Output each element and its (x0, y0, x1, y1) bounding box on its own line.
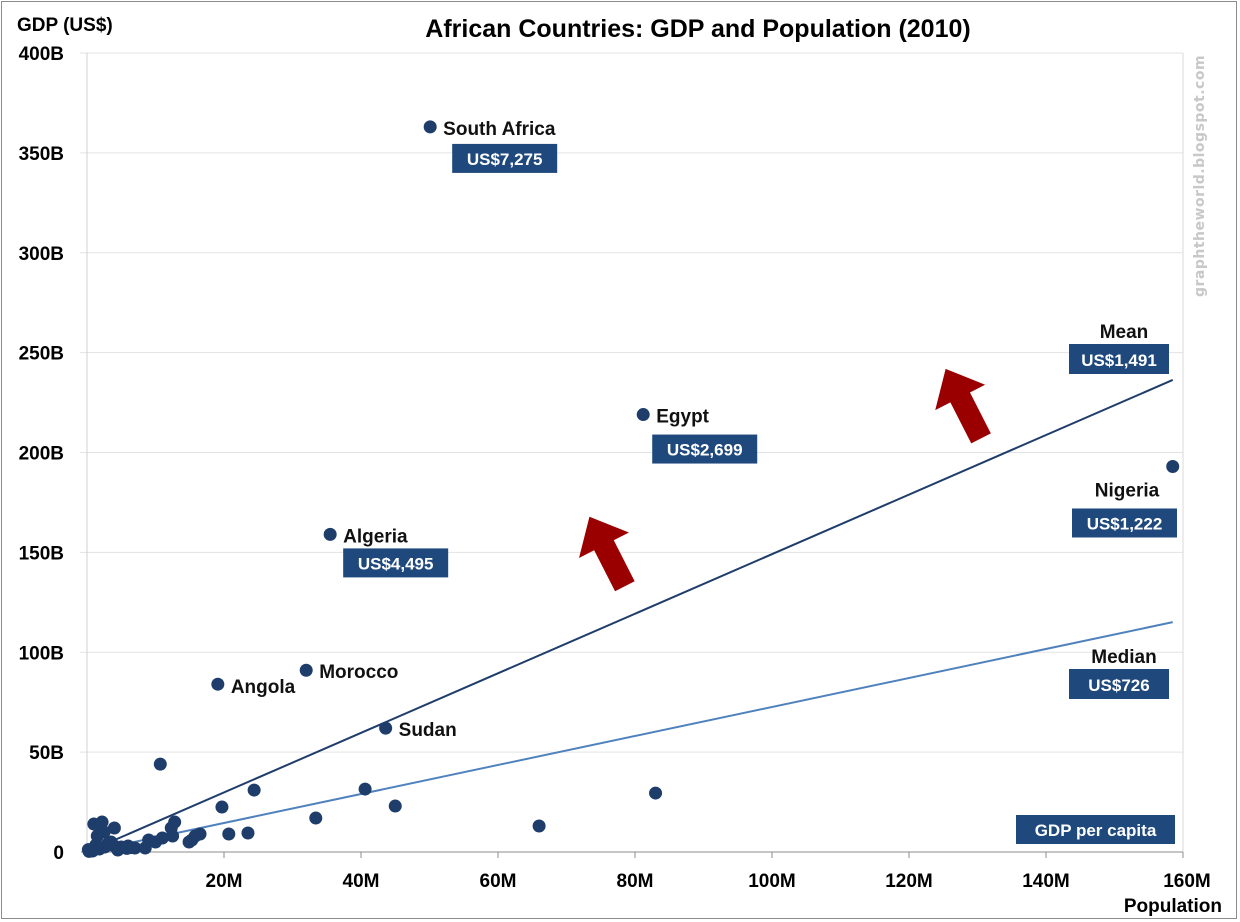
median-value-text: US$726 (1088, 676, 1149, 695)
data-point (81, 843, 95, 857)
data-point (215, 800, 229, 814)
median-value-box (1069, 669, 1169, 699)
point-label-angola: Angola (231, 677, 296, 698)
y-tick-label: 50B (29, 743, 64, 764)
x-tick-label: 40M (343, 871, 380, 892)
gdp-per-capita-box-algeria (343, 548, 449, 578)
legend-box: GDP per capita (1016, 815, 1175, 844)
point-label-algeria: Algeria (343, 526, 408, 547)
gdp-per-capita-text-egypt: US$2,699 (667, 441, 743, 460)
data-point (388, 799, 402, 813)
data-point (222, 827, 236, 841)
x-tick-labels: 20M 40M 60M 80M 100M 120M 140M 160M (206, 871, 1211, 892)
x-tick-label: 60M (480, 871, 517, 892)
gdp-per-capita-box-south-africa (452, 143, 558, 173)
data-point (193, 827, 207, 841)
reference-lines: Mean US$1,491 Median US$726 (86, 322, 1174, 853)
y-axis-title: GDP (US$) (17, 15, 113, 36)
x-tick-label: 120M (885, 871, 933, 892)
point-label-nigeria: Nigeria (1095, 480, 1160, 501)
mean-value-box (1069, 344, 1169, 374)
chart-title: African Countries: GDP and Population (2… (425, 15, 970, 43)
point-label-south-africa: South Africa (443, 119, 556, 140)
data-point (104, 835, 118, 849)
data-point (107, 821, 121, 835)
data-point (95, 815, 109, 829)
data-point (166, 829, 180, 843)
x-tick-label: 100M (748, 871, 796, 892)
legend-box-background (1016, 815, 1175, 844)
data-point-nigeria (1166, 459, 1180, 473)
y-tick-label: 200B (19, 444, 64, 465)
data-point-sudan (379, 721, 393, 735)
point-label-morocco: Morocco (319, 662, 398, 683)
x-tick-label: 140M (1022, 871, 1070, 892)
data-points (81, 120, 1180, 858)
x-tick-label: 80M (617, 871, 654, 892)
x-tick-label: 160M (1163, 871, 1211, 892)
data-point-algeria (323, 527, 337, 541)
mean-label: Mean (1100, 322, 1149, 343)
gdp-per-capita-box-nigeria (1072, 508, 1177, 538)
data-point (182, 835, 196, 849)
x-tick-label: 20M (206, 871, 243, 892)
x-axis-title: Population (1124, 896, 1222, 917)
y-tick-label: 350B (19, 144, 64, 165)
data-point (247, 783, 261, 797)
point-labels: South Africa US$7,275 Egypt US$2,699 Nigeria… (231, 119, 1177, 741)
y-tick-labels: 0 50B 100B 150B 200B 250B 300B 350B 400B (19, 44, 64, 864)
data-point (532, 819, 546, 833)
gridlines (80, 52, 1183, 753)
y-tick-label: 400B (19, 44, 64, 65)
data-point (649, 786, 663, 800)
data-point-south-africa (423, 120, 437, 134)
y-tick-label: 300B (19, 244, 64, 265)
mean-line (86, 379, 1174, 853)
data-point (309, 811, 323, 825)
gdp-per-capita-box-egypt (652, 434, 758, 464)
point-label-sudan: Sudan (399, 720, 457, 741)
gdp-per-capita-text-algeria: US$4,495 (358, 554, 434, 573)
data-point (138, 841, 152, 855)
point-label-egypt: Egypt (656, 407, 709, 428)
data-point (358, 782, 372, 796)
arrows (579, 368, 991, 592)
data-point (241, 826, 255, 840)
arrow-1-icon (579, 516, 635, 592)
gdp-per-capita-text-south-africa: US$7,275 (467, 150, 543, 169)
median-line (86, 621, 1173, 853)
y-tick-label: 250B (19, 344, 64, 365)
y-tick-label: 100B (19, 643, 64, 664)
data-point (153, 757, 167, 771)
watermark: graphtheworld.blogspot.com (1192, 55, 1208, 297)
data-point-angola (211, 677, 225, 691)
legend-box-text: GDP per capita (1035, 821, 1157, 840)
y-tick-label: 150B (19, 543, 64, 564)
gdp-per-capita-text-nigeria: US$1,222 (1087, 514, 1163, 533)
arrow-2-icon (935, 368, 991, 444)
axes (81, 53, 1184, 858)
data-point-morocco (299, 663, 313, 677)
median-label: Median (1091, 647, 1156, 668)
mean-value-text: US$1,491 (1081, 351, 1157, 370)
y-tick-label: 0 (53, 843, 64, 864)
data-point (124, 841, 138, 855)
data-point-egypt (636, 408, 650, 422)
